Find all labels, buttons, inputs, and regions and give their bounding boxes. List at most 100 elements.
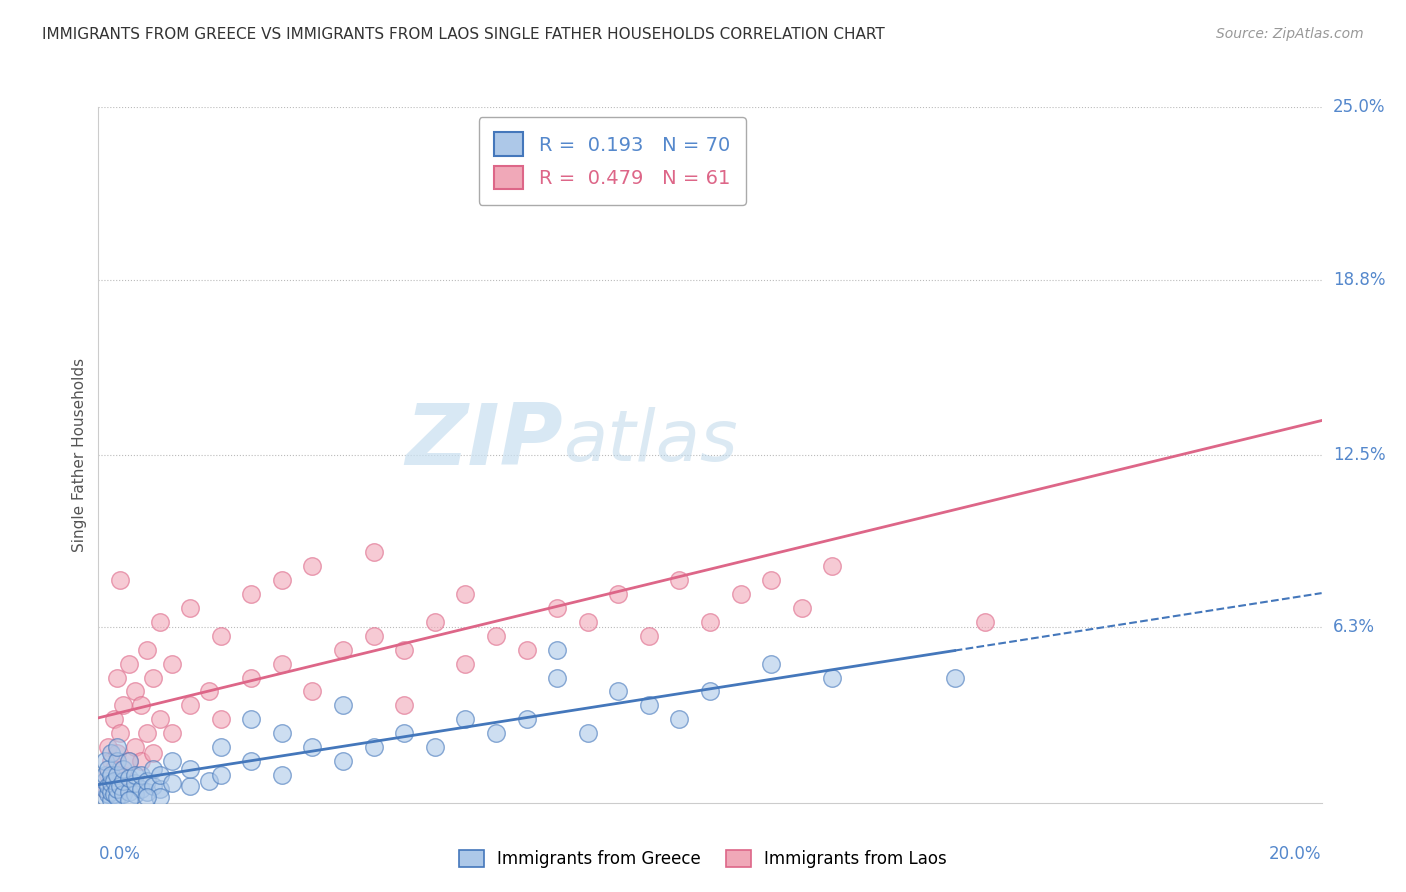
- Point: [129, 768, 152, 782]
- Point: [100, 754, 122, 768]
- Point: [142, 671, 165, 685]
- Point: [149, 790, 172, 805]
- Point: [332, 698, 354, 713]
- Point: [197, 773, 219, 788]
- Point: [136, 726, 159, 740]
- Point: [240, 754, 263, 768]
- Point: [97, 740, 120, 755]
- Point: [179, 763, 201, 777]
- Point: [136, 642, 159, 657]
- Point: [93, 781, 115, 796]
- Point: [105, 746, 128, 760]
- Point: [576, 726, 599, 740]
- Point: [209, 768, 232, 782]
- Point: [576, 615, 599, 629]
- Legend: R =  0.193   N = 70, R =  0.479   N = 61: R = 0.193 N = 70, R = 0.479 N = 61: [478, 117, 745, 205]
- Point: [301, 559, 323, 574]
- Point: [108, 779, 131, 793]
- Point: [637, 629, 661, 643]
- Point: [118, 785, 141, 799]
- Point: [454, 657, 477, 671]
- Point: [607, 684, 630, 698]
- Point: [105, 754, 128, 768]
- Point: [301, 740, 323, 755]
- Point: [124, 740, 146, 755]
- Point: [699, 184, 721, 198]
- Point: [546, 671, 568, 685]
- Point: [209, 740, 232, 755]
- Point: [136, 773, 159, 788]
- Point: [197, 684, 219, 698]
- Point: [270, 573, 294, 587]
- Point: [108, 726, 131, 740]
- Point: [240, 671, 263, 685]
- Point: [149, 781, 172, 796]
- Point: [118, 793, 141, 807]
- Point: [100, 768, 122, 782]
- Point: [142, 746, 165, 760]
- Point: [516, 712, 538, 726]
- Text: 25.0%: 25.0%: [1333, 98, 1385, 116]
- Text: 12.5%: 12.5%: [1333, 446, 1385, 464]
- Point: [699, 684, 721, 698]
- Point: [129, 754, 152, 768]
- Point: [97, 768, 120, 782]
- Text: atlas: atlas: [564, 407, 738, 475]
- Point: [790, 601, 813, 615]
- Point: [607, 587, 630, 601]
- Point: [332, 754, 354, 768]
- Point: [761, 657, 783, 671]
- Point: [142, 763, 165, 777]
- Point: [821, 559, 844, 574]
- Point: [100, 793, 122, 807]
- Point: [668, 712, 690, 726]
- Point: [97, 779, 120, 793]
- Point: [454, 587, 477, 601]
- Point: [129, 698, 152, 713]
- Point: [118, 657, 141, 671]
- Point: [103, 712, 125, 726]
- Point: [111, 698, 134, 713]
- Point: [546, 642, 568, 657]
- Point: [240, 587, 263, 601]
- Point: [179, 779, 201, 793]
- Point: [516, 642, 538, 657]
- Point: [209, 629, 232, 643]
- Point: [93, 754, 115, 768]
- Point: [124, 768, 146, 782]
- Point: [699, 615, 721, 629]
- Point: [363, 740, 385, 755]
- Point: [108, 573, 131, 587]
- Point: [100, 785, 122, 799]
- Text: IMMIGRANTS FROM GREECE VS IMMIGRANTS FROM LAOS SINGLE FATHER HOUSEHOLDS CORRELAT: IMMIGRANTS FROM GREECE VS IMMIGRANTS FRO…: [42, 27, 884, 42]
- Point: [160, 726, 183, 740]
- Text: Source: ZipAtlas.com: Source: ZipAtlas.com: [1216, 27, 1364, 41]
- Text: 18.8%: 18.8%: [1333, 270, 1385, 289]
- Point: [103, 773, 125, 788]
- Point: [392, 698, 416, 713]
- Point: [93, 773, 115, 788]
- Legend: Immigrants from Greece, Immigrants from Laos: Immigrants from Greece, Immigrants from …: [453, 843, 953, 875]
- Point: [124, 684, 146, 698]
- Point: [179, 601, 201, 615]
- Point: [423, 615, 446, 629]
- Point: [423, 740, 446, 755]
- Point: [105, 671, 128, 685]
- Point: [105, 781, 128, 796]
- Point: [270, 657, 294, 671]
- Point: [105, 768, 128, 782]
- Point: [93, 790, 115, 805]
- Point: [100, 746, 122, 760]
- Point: [392, 726, 416, 740]
- Point: [209, 712, 232, 726]
- Point: [103, 763, 125, 777]
- Point: [111, 788, 134, 802]
- Point: [485, 629, 508, 643]
- Text: ZIP: ZIP: [405, 400, 564, 483]
- Point: [821, 671, 844, 685]
- Point: [943, 671, 966, 685]
- Text: 6.3%: 6.3%: [1333, 618, 1375, 637]
- Point: [668, 573, 690, 587]
- Point: [149, 615, 172, 629]
- Point: [240, 712, 263, 726]
